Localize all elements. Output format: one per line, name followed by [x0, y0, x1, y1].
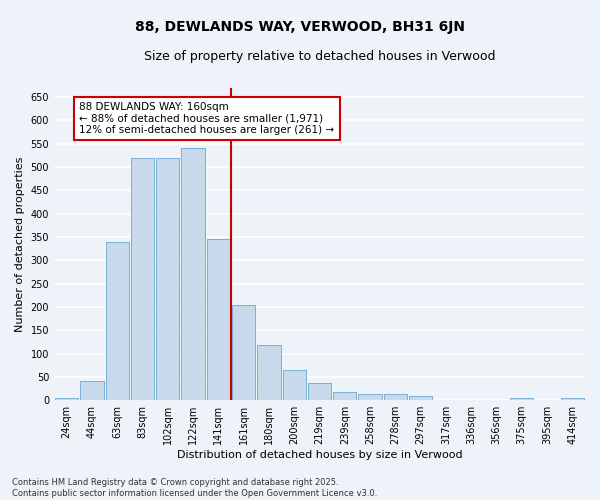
- Bar: [510, 398, 533, 400]
- Bar: [409, 396, 432, 400]
- Bar: [207, 240, 230, 400]
- Y-axis label: Number of detached properties: Number of detached properties: [15, 156, 25, 332]
- Bar: [156, 158, 179, 400]
- X-axis label: Distribution of detached houses by size in Verwood: Distribution of detached houses by size …: [177, 450, 463, 460]
- Bar: [384, 394, 407, 400]
- Bar: [257, 345, 281, 400]
- Bar: [55, 398, 79, 400]
- Text: 88, DEWLANDS WAY, VERWOOD, BH31 6JN: 88, DEWLANDS WAY, VERWOOD, BH31 6JN: [135, 20, 465, 34]
- Text: Contains HM Land Registry data © Crown copyright and database right 2025.
Contai: Contains HM Land Registry data © Crown c…: [12, 478, 377, 498]
- Bar: [131, 158, 154, 400]
- Bar: [333, 392, 356, 400]
- Bar: [80, 380, 104, 400]
- Title: Size of property relative to detached houses in Verwood: Size of property relative to detached ho…: [144, 50, 495, 63]
- Bar: [283, 370, 306, 400]
- Bar: [106, 242, 129, 400]
- Text: 88 DEWLANDS WAY: 160sqm
← 88% of detached houses are smaller (1,971)
12% of semi: 88 DEWLANDS WAY: 160sqm ← 88% of detache…: [79, 102, 334, 135]
- Bar: [232, 304, 256, 400]
- Bar: [181, 148, 205, 400]
- Bar: [308, 383, 331, 400]
- Bar: [561, 398, 584, 400]
- Bar: [358, 394, 382, 400]
